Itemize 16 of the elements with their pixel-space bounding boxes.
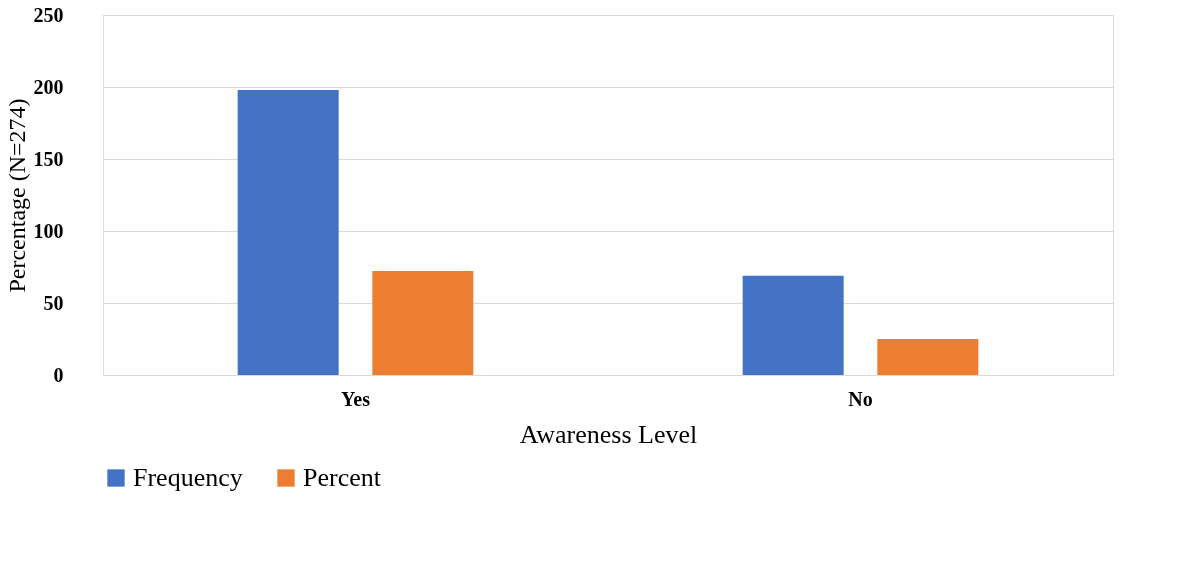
y-axis-title: Percentage (N=274) [3,98,30,293]
x-tick-label: Yes [341,387,371,410]
y-tick-label: 50 [43,291,64,314]
y-tick-label: 200 [33,75,64,98]
y-tick-label: 250 [33,3,64,26]
y-tick-label: 100 [33,219,64,242]
x-axis-title: Awareness Level [519,419,698,449]
bar [237,89,339,375]
bar [877,339,979,375]
bar [372,270,474,375]
legend-label: Percent [303,463,382,492]
y-tick-label: 150 [33,147,64,170]
bar [742,275,844,375]
x-tick-label: No [848,387,873,410]
y-tick-label: 0 [53,363,64,386]
legend-label: Frequency [133,463,243,492]
